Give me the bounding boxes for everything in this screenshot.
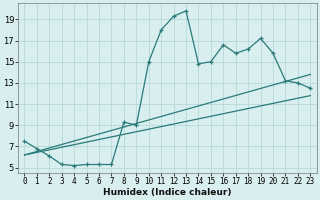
- X-axis label: Humidex (Indice chaleur): Humidex (Indice chaleur): [103, 188, 232, 197]
